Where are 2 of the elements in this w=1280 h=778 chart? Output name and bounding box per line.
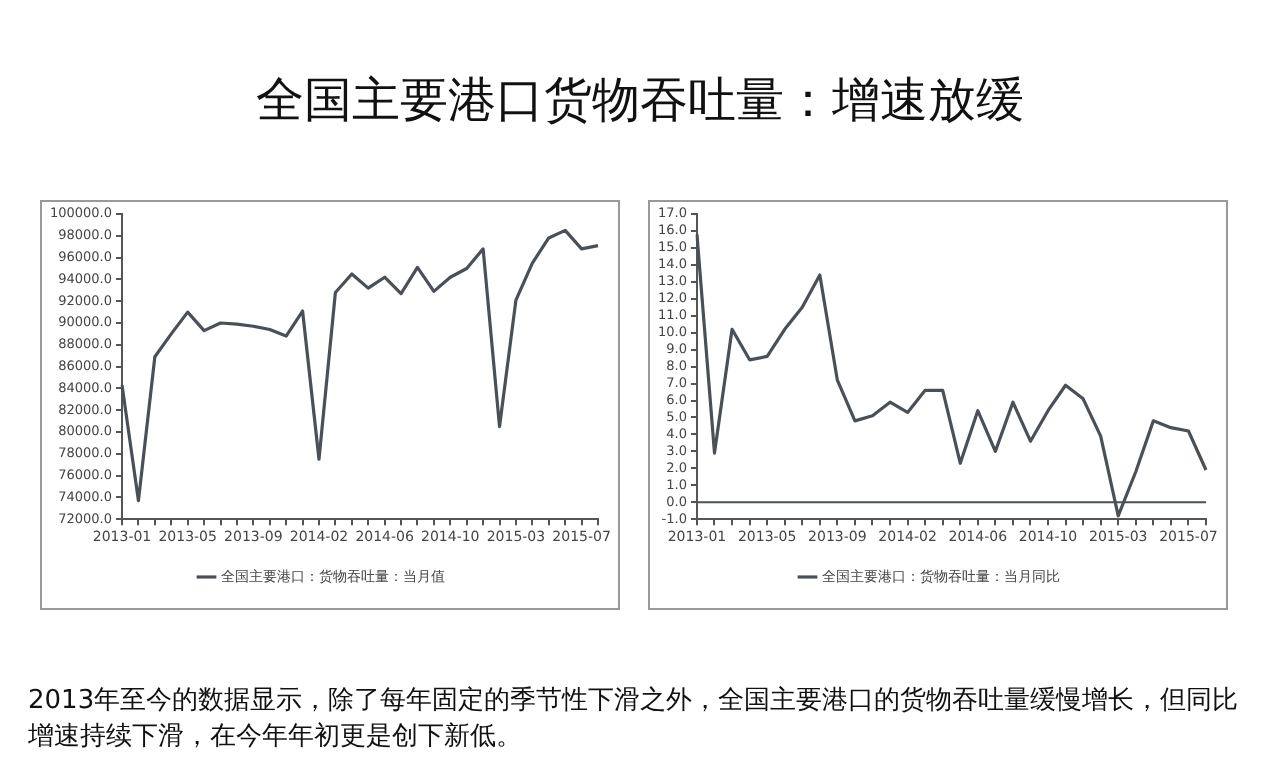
chart-title: 全国主要港口货物吞吐量：增速放缓	[256, 70, 1024, 132]
text: 2013年至今的数据显示，除了每年固定的季节性下滑之外，全国主要港口的货物吞吐量缓慢增长，但同比增速持续下滑，在今年年初更是创下新低。	[28, 684, 1241, 756]
